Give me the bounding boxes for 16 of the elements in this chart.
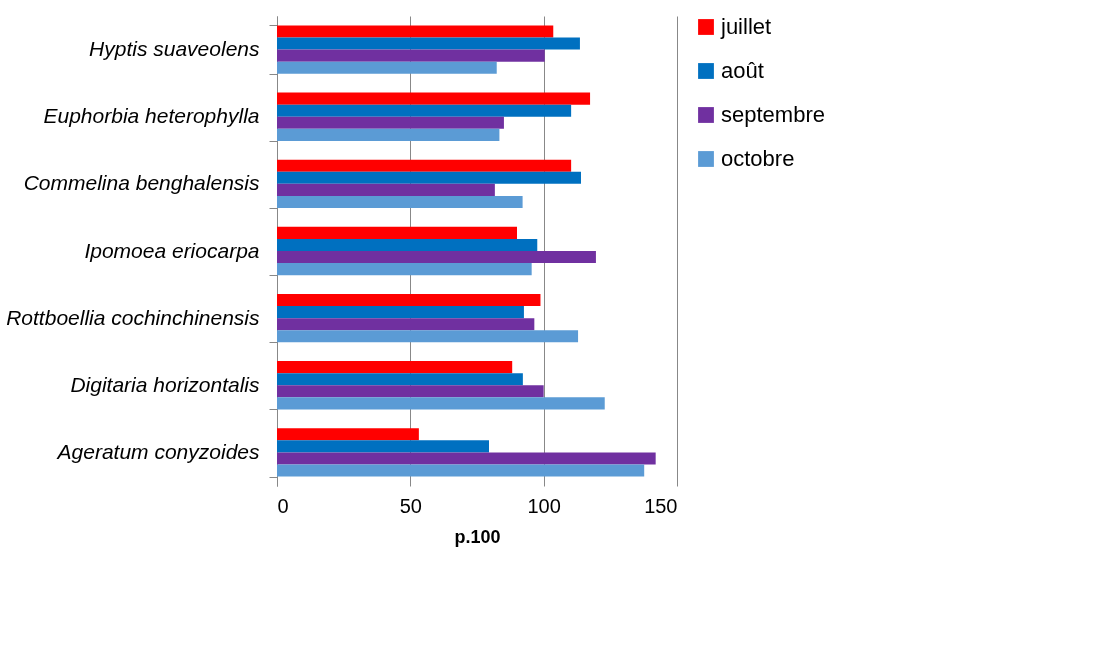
- y-tick-label: Digitaria horizontalis: [70, 372, 260, 396]
- y-tick-label: Hyptis suaveolens: [89, 37, 260, 61]
- legend-label: août: [721, 58, 764, 83]
- x-tick-label: 100: [527, 494, 561, 517]
- y-tick-label: Euphorbia heterophylla: [43, 104, 260, 128]
- legend-label: juillet: [720, 14, 772, 39]
- y-tick-label: Rottboellia cochinchinensis: [6, 305, 260, 329]
- legend-label: septembre: [721, 102, 825, 127]
- y-tick-label: Ipomoea eriocarpa: [84, 238, 260, 262]
- x-tick-label: 0: [277, 494, 289, 517]
- y-tick-label: Commelina benghalensis: [23, 171, 260, 195]
- x-tick-label: 150: [644, 494, 678, 517]
- legend-label: octobre: [721, 146, 795, 171]
- x-tick-label: 50: [399, 494, 422, 517]
- x-axis-title: p.100: [454, 526, 501, 547]
- y-tick-label: Ageratum conyzoides: [55, 439, 260, 463]
